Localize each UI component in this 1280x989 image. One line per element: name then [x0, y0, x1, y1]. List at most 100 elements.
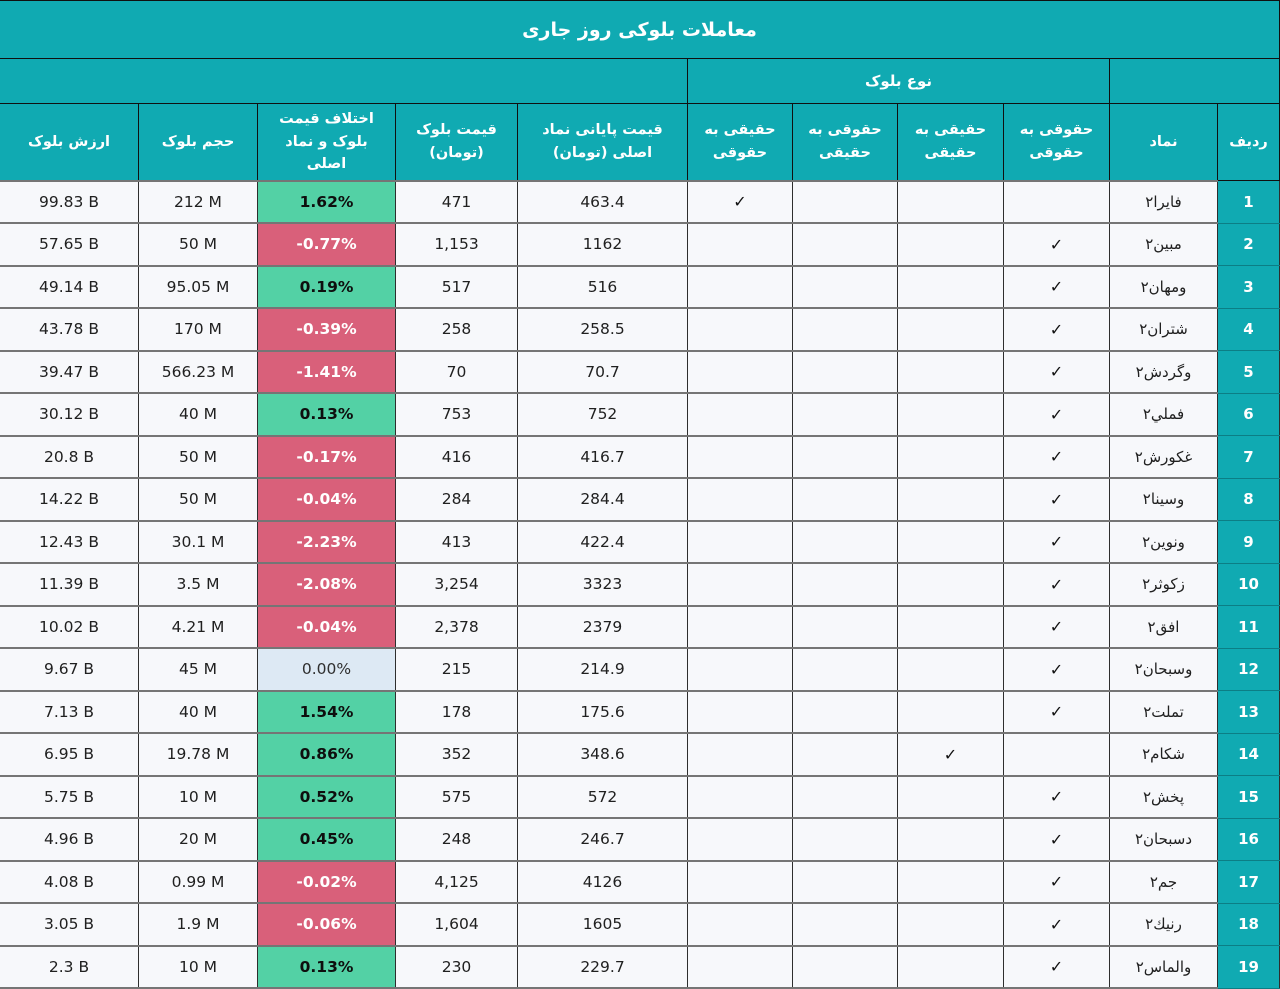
symbol-cell: دسبحان۲: [1109, 817, 1218, 862]
symbol-cell: غکورش۲: [1109, 434, 1218, 479]
block-type-check-cell: [897, 604, 1004, 649]
value-cell: 30.12 B: [0, 392, 139, 437]
block-price-cell: 352: [395, 732, 518, 777]
block-type-check-cell: [792, 349, 898, 394]
block-type-check-cell: [897, 902, 1004, 947]
table-row: 11 افق۲ ✓ 2379 2,378 -0.04% 4.21 M 10.02…: [0, 604, 1280, 649]
block-type-check-cell: [792, 604, 898, 649]
symbol-cell: پخش۲: [1109, 774, 1218, 819]
price-diff-cell: -0.04%: [257, 477, 396, 522]
value-cell: 4.96 B: [0, 817, 139, 862]
table-row: 2 مبین۲ ✓ 1162 1,153 -0.77% 50 M 57.65 B: [0, 222, 1280, 267]
column-header-closing-price: قیمت پایانی نماد اصلی (تومان): [517, 103, 688, 181]
volume-cell: 20 M: [138, 817, 258, 862]
block-type-check-cell: [687, 859, 793, 904]
block-type-check-cell: [687, 774, 793, 819]
volume-cell: 50 M: [138, 434, 258, 479]
column-header-block-price: قیمت بلوک (تومان): [395, 103, 518, 181]
closing-price-cell: 348.6: [517, 732, 688, 777]
block-price-cell: 248: [395, 817, 518, 862]
column-header-value: ارزش بلوک: [0, 103, 139, 181]
value-cell: 9.67 B: [0, 647, 139, 692]
block-type-check-cell: [792, 519, 898, 564]
block-type-check-cell: [792, 179, 898, 224]
value-cell: 2.3 B: [0, 944, 139, 989]
block-type-check-cell: [897, 647, 1004, 692]
price-diff-cell: -1.41%: [257, 349, 396, 394]
closing-price-cell: 175.6: [517, 689, 688, 734]
table-row: 1 فایرا۲ ✓ 463.4 471 1.62% 212 M 99.83 B: [0, 179, 1280, 224]
block-type-check-cell: ✓: [1003, 349, 1110, 394]
rank-cell: 16: [1217, 817, 1280, 861]
price-diff-cell: 1.54%: [257, 689, 396, 734]
block-price-cell: 230: [395, 944, 518, 989]
table-row: 15 پخش۲ ✓ 572 575 0.52% 10 M 5.75 B: [0, 774, 1280, 819]
page-title: معاملات بلوکی روز جاری: [0, 0, 1280, 59]
value-cell: 57.65 B: [0, 222, 139, 267]
value-cell: 14.22 B: [0, 477, 139, 522]
value-cell: 43.78 B: [0, 307, 139, 352]
column-header-price-diff: اختلاف قیمت بلوک و نماد اصلی: [257, 103, 396, 181]
price-diff-cell: -2.08%: [257, 562, 396, 607]
block-type-check-cell: [897, 774, 1004, 819]
block-type-check-cell: [897, 519, 1004, 564]
table-row: 16 دسبحان۲ ✓ 246.7 248 0.45% 20 M 4.96 B: [0, 817, 1280, 862]
volume-cell: 95.05 M: [138, 264, 258, 309]
block-type-check-cell: [792, 434, 898, 479]
symbol-cell: زکوثر۲: [1109, 562, 1218, 607]
symbol-cell: مبین۲: [1109, 222, 1218, 267]
price-diff-cell: 1.62%: [257, 179, 396, 224]
table-row: 5 وگردش۲ ✓ 70.7 70 -1.41% 566.23 M 39.47…: [0, 349, 1280, 394]
block-type-check-cell: [687, 902, 793, 947]
block-type-check-cell: [792, 944, 898, 989]
block-price-cell: 413: [395, 519, 518, 564]
block-type-check-cell: ✓: [1003, 222, 1110, 267]
block-type-check-cell: [897, 349, 1004, 394]
closing-price-cell: 229.7: [517, 944, 688, 989]
block-type-check-cell: [687, 817, 793, 862]
rank-cell: 14: [1217, 732, 1280, 776]
block-type-check-cell: [897, 307, 1004, 352]
block-type-check-cell: [687, 689, 793, 734]
block-price-cell: 1,153: [395, 222, 518, 267]
block-type-check-cell: ✓: [687, 179, 793, 224]
block-type-check-cell: [897, 222, 1004, 267]
volume-cell: 4.21 M: [138, 604, 258, 649]
block-type-check-cell: ✓: [1003, 944, 1110, 989]
block-price-cell: 517: [395, 264, 518, 309]
closing-price-cell: 3323: [517, 562, 688, 607]
block-type-check-cell: ✓: [1003, 647, 1110, 692]
volume-cell: 170 M: [138, 307, 258, 352]
price-diff-cell: -0.02%: [257, 859, 396, 904]
price-diff-cell: 0.13%: [257, 944, 396, 989]
closing-price-cell: 284.4: [517, 477, 688, 522]
rank-cell: 1: [1217, 180, 1280, 224]
block-type-check-cell: [897, 392, 1004, 437]
symbol-cell: تملت۲: [1109, 689, 1218, 734]
block-price-cell: 3,254: [395, 562, 518, 607]
block-type-check-cell: [792, 859, 898, 904]
block-type-check-cell: [1003, 179, 1110, 224]
block-type-check-cell: ✓: [1003, 689, 1110, 734]
symbol-cell: افق۲: [1109, 604, 1218, 649]
block-type-check-cell: [897, 689, 1004, 734]
table-body: 1 فایرا۲ ✓ 463.4 471 1.62% 212 M 99.83 B…: [0, 179, 1280, 989]
block-type-check-cell: ✓: [897, 732, 1004, 777]
rank-cell: 11: [1217, 605, 1280, 649]
column-header-symbol: نماد: [1109, 103, 1218, 181]
rank-cell: 12: [1217, 647, 1280, 691]
symbol-cell: ونوین۲: [1109, 519, 1218, 564]
value-cell: 3.05 B: [0, 902, 139, 947]
closing-price-cell: 572: [517, 774, 688, 819]
block-type-check-cell: ✓: [1003, 434, 1110, 479]
rank-cell: 7: [1217, 435, 1280, 479]
volume-cell: 212 M: [138, 179, 258, 224]
value-cell: 5.75 B: [0, 774, 139, 819]
group-spacer-left: [0, 58, 688, 104]
block-price-cell: 70: [395, 349, 518, 394]
block-type-check-cell: [687, 349, 793, 394]
table-row: 4 شتران۲ ✓ 258.5 258 -0.39% 170 M 43.78 …: [0, 307, 1280, 352]
column-header-legal-to-legal: حقوقی به حقوقی: [1003, 103, 1110, 181]
block-price-cell: 753: [395, 392, 518, 437]
